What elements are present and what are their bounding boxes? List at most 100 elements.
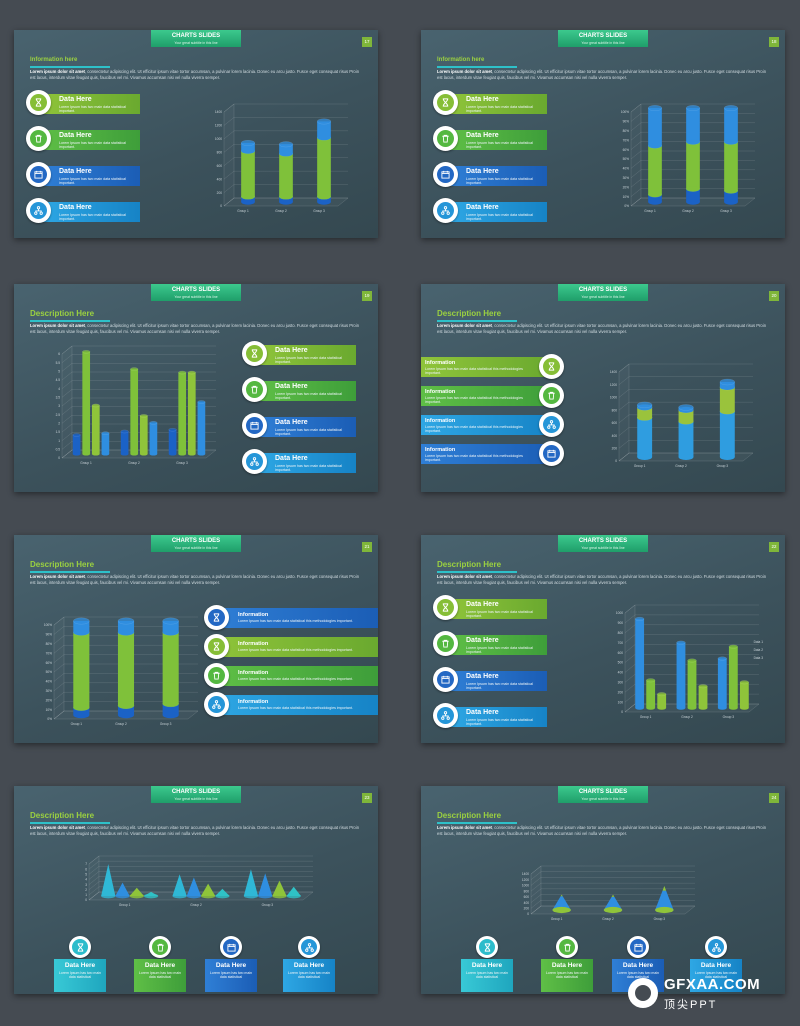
slide-18[interactable]: CHARTS SLIDES Your great subtitle in this… (421, 30, 785, 238)
gridline (61, 397, 216, 407)
bar-segment (117, 705, 135, 715)
y-tick-label: 7 (85, 862, 87, 866)
slide-20[interactable]: CHARTS SLIDES Your great subtitle in this… (421, 284, 785, 492)
bar-top (91, 403, 100, 408)
bar-top (72, 433, 81, 437)
data-card[interactable]: Data Here Lorem Ipsum has two main data s… (433, 90, 547, 115)
data-box[interactable]: Data Here Lorem Ipsum has two main data s… (461, 959, 513, 992)
information-card[interactable]: Information Lorem Ipsum has two main data… (204, 634, 378, 659)
bar (676, 642, 686, 708)
chart-side-wall (624, 604, 636, 713)
bar-base (646, 706, 656, 710)
header-subtitle: Your great subtitle in this line (174, 295, 218, 299)
gridline (88, 855, 313, 865)
y-tick-label: 2.5 (56, 413, 61, 417)
information-card[interactable]: Information Lorem Ipsum has two main data… (204, 692, 378, 717)
data-card[interactable]: Data Here Lorem Ipsum has two main data s… (433, 126, 547, 151)
data-box[interactable]: Data Here Lorem Ipsum has two main data s… (283, 959, 335, 992)
data-card[interactable]: Data Here Lorem Ipsum has two main data s… (433, 667, 547, 692)
slide-17[interactable]: CHARTS SLIDES Your great subtitle in this… (14, 30, 378, 238)
slide-21[interactable]: CHARTS SLIDES Your great subtitle in this… (14, 535, 378, 743)
slide-22[interactable]: CHARTS SLIDES Your great subtitle in this… (421, 535, 785, 743)
box-desc: Lorem Ipsum has two main data statistica… (616, 971, 660, 980)
information-card[interactable]: Information Lorem Ipsum has two main data… (421, 354, 564, 379)
information-card[interactable]: Information Lorem Ipsum has two main data… (421, 441, 564, 466)
slide-19[interactable]: CHARTS SLIDES Your great subtitle in this… (14, 284, 378, 492)
slide-24[interactable]: CHARTS SLIDES Your great subtitle in this… (421, 786, 785, 994)
y-tick-label: 10% (46, 708, 53, 712)
data-card[interactable]: Data Here Lorem Ipsum has two main data s… (433, 595, 547, 620)
cone-base (115, 893, 130, 899)
y-tick-label: 0% (624, 204, 629, 208)
data-box[interactable]: Data Here Lorem Ipsum has two main data s… (54, 959, 106, 992)
data-card[interactable]: Data Here Lorem Ipsum has two main data s… (433, 631, 547, 656)
gridline (61, 345, 216, 355)
bar-segment-top (117, 617, 135, 625)
gridline (88, 886, 313, 896)
gridline (88, 871, 313, 880)
cone-base (143, 893, 159, 899)
data-card[interactable]: Data Here Lorem Ipsum has two main data s… (242, 413, 356, 438)
information-card[interactable]: Information Lorem Ipsum has two main data… (204, 663, 378, 688)
card-desc: Lorem Ipsum has two main data statistica… (466, 212, 533, 221)
y-tick-label: 80% (623, 129, 630, 133)
bar-base (698, 706, 708, 710)
slide-23[interactable]: CHARTS SLIDES Your great subtitle in this… (14, 786, 378, 994)
bar-segment (117, 632, 135, 706)
card-desc: Lorem Ipsum has two main data statistica… (275, 463, 342, 472)
slide-header: CHARTS SLIDES Your great subtitle in this… (558, 284, 648, 301)
gridline (88, 866, 313, 875)
data-card[interactable]: Data Here Lorem Ipsum has two main data s… (433, 162, 547, 187)
data-card[interactable]: Data Here Lorem Ipsum has two main data s… (26, 90, 140, 115)
data-card[interactable]: Data Here Lorem Ipsum has two main data s… (242, 341, 356, 366)
bar-segment-base (162, 700, 179, 707)
cone (243, 869, 259, 896)
trash-icon (559, 939, 575, 955)
information-card[interactable]: Information Lorem Ipsum has two main data… (204, 605, 378, 630)
y-tick-label: 1000 (616, 611, 623, 615)
gridline (530, 877, 695, 886)
gridline (618, 452, 753, 462)
bar-segment-base (719, 384, 735, 391)
gridline (630, 113, 755, 122)
data-box[interactable]: Data Here Lorem Ipsum has two main data s… (205, 959, 257, 992)
data-card[interactable]: Data Here Lorem Ipsum has two main data s… (242, 449, 356, 474)
information-card[interactable]: Information Lorem Ipsum has two main data… (421, 383, 564, 408)
section-title: Information here (437, 57, 485, 63)
bar-base (739, 706, 749, 710)
box-desc: Lorem Ipsum has two main data statistica… (694, 971, 738, 980)
data-card[interactable]: Data Here Lorem Ipsum has two main data s… (433, 703, 547, 728)
chart-side-wall (53, 616, 65, 720)
cone-base (272, 893, 287, 899)
y-tick-label: 400 (618, 671, 624, 675)
bar (739, 682, 749, 708)
chart-floor (61, 449, 217, 459)
data-card[interactable]: Data Here Lorem Ipsum has two main data s… (26, 162, 140, 187)
data-card[interactable]: Data Here Lorem Ipsum has two main data s… (433, 198, 547, 223)
card-title: Data Here (466, 132, 499, 139)
bar-segment (686, 141, 700, 189)
data-card[interactable]: Data Here Lorem Ipsum has two main data s… (26, 198, 140, 223)
card-title: Data Here (466, 637, 499, 644)
network-icon (246, 453, 263, 470)
hourglass-icon (437, 599, 454, 616)
header-subtitle: Your great subtitle in this line (174, 41, 218, 45)
data-box[interactable]: Data Here Lorem Ipsum has two main data s… (134, 959, 186, 992)
gridline (624, 683, 759, 693)
card-desc: Lorem Ipsum has two main data statistica… (275, 427, 342, 436)
x-tick-label: Group 3 (160, 722, 172, 726)
bar-segment (117, 621, 135, 633)
bar-base (717, 706, 727, 710)
bar-segment-base (637, 454, 653, 460)
data-card[interactable]: Data Here Lorem Ipsum has two main data s… (242, 377, 356, 402)
gridline (624, 614, 759, 624)
data-card[interactable]: Data Here Lorem Ipsum has two main data s… (26, 126, 140, 151)
gridline (630, 197, 755, 207)
gridline (530, 865, 695, 875)
y-tick-label: 0.5 (56, 448, 61, 452)
cone (115, 882, 130, 896)
information-card[interactable]: Information Lorem Ipsum has two main data… (421, 412, 564, 437)
data-box[interactable]: Data Here Lorem Ipsum has two main data s… (541, 959, 593, 992)
y-tick-label: 0 (85, 898, 87, 902)
data-box[interactable]: Data Here Lorem Ipsum has two main data s… (690, 959, 742, 992)
